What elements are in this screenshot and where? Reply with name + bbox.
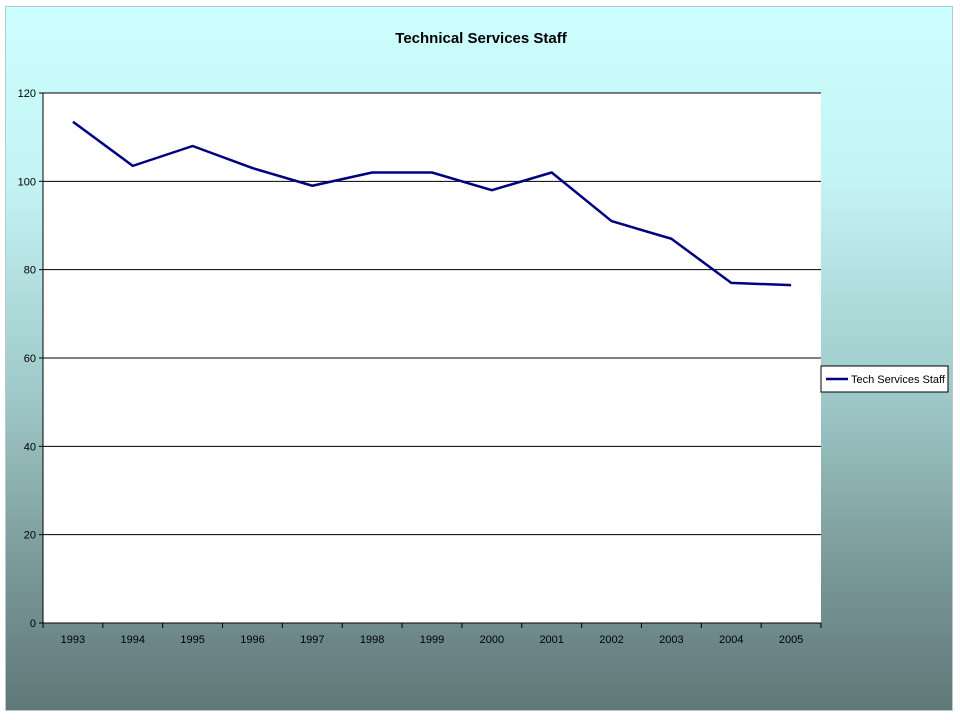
x-tick-label: 1995 (180, 634, 204, 646)
x-tick-label: 2003 (659, 634, 683, 646)
x-tick-label: 1994 (121, 634, 145, 646)
chart-title: Technical Services Staff (395, 30, 567, 47)
x-tick-label: 1993 (61, 634, 85, 646)
axes: 0 20 40 60 80 100 120 1993 1994 1995 1996 1997 1998 1… (18, 88, 822, 646)
x-tick-label: 1996 (240, 634, 264, 646)
chart-area: Technical Services Staff 0 20 40 60 80 100 120… (5, 6, 953, 711)
y-tick-label: 80 (24, 265, 36, 277)
y-tick-label: 0 (30, 618, 36, 630)
y-tick-label: 100 (18, 176, 36, 188)
x-tick-label: 2001 (539, 634, 563, 646)
x-tick-label: 2005 (779, 634, 803, 646)
x-tick-label: 1999 (420, 634, 444, 646)
y-tick-label: 60 (24, 353, 36, 365)
y-tick-label: 40 (24, 441, 36, 453)
gridlines (43, 92, 821, 536)
line-chart: Technical Services Staff 0 20 40 60 80 100 120… (18, 30, 949, 646)
x-tick-label: 2004 (719, 634, 743, 646)
y-tick-label: 120 (18, 88, 36, 100)
series-layer (72, 120, 792, 287)
legend-label: Tech Services Staff (851, 374, 946, 386)
series-line (72, 120, 792, 287)
x-tick-label: 1997 (300, 634, 324, 646)
legend: Tech Services Staff (820, 365, 949, 393)
x-tick-label: 2000 (480, 634, 504, 646)
x-tick-label: 1998 (360, 634, 384, 646)
y-tick-label: 20 (24, 530, 36, 542)
x-tick-label: 2002 (599, 634, 623, 646)
